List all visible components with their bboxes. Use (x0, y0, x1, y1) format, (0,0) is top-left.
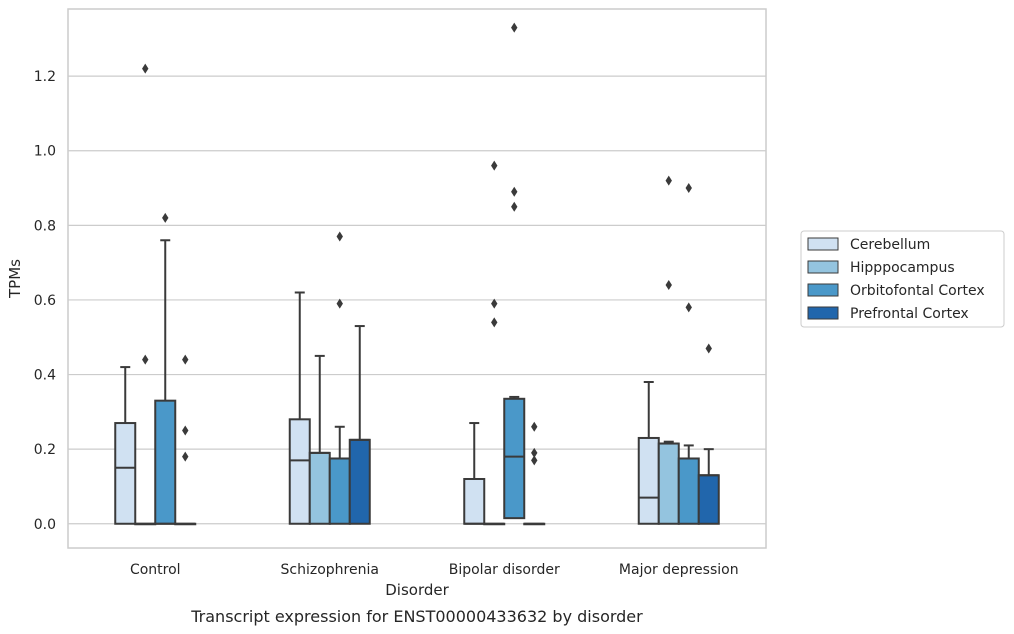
outlier-point (336, 231, 343, 242)
box-cerebellum (114, 366, 137, 525)
outlier-point (142, 63, 149, 74)
outlier-point (142, 354, 149, 365)
box-orbitofontal-cortex (677, 183, 700, 525)
outlier-point (705, 343, 712, 354)
box-orbitofontal-cortex (503, 22, 526, 520)
chart-caption: Transcript expression for ENST0000043363… (190, 607, 643, 626)
y-tick-label: 1.2 (34, 69, 56, 85)
box-cerebellum (463, 422, 486, 525)
legend-swatch (807, 283, 839, 297)
box-orbitofontal-cortex (328, 231, 351, 525)
x-tick-label: Major depression (619, 562, 739, 578)
box-body (308, 451, 331, 525)
x-axis-title: Disorder (385, 581, 449, 599)
y-tick-label: 0.0 (34, 517, 56, 533)
box-body (463, 477, 486, 525)
plot-area (114, 22, 720, 526)
legend-swatch (807, 237, 839, 251)
outlier-point (685, 302, 692, 313)
box-body (503, 397, 526, 520)
box-orbitofontal-cortex (154, 212, 177, 525)
box-body (657, 442, 680, 525)
x-tick-label: Schizophrenia (281, 562, 379, 578)
outlier-point (665, 280, 672, 291)
outlier-point (182, 451, 189, 462)
box-body (637, 436, 660, 525)
box-body (697, 474, 720, 525)
box-body (288, 418, 311, 525)
box-body (348, 438, 371, 525)
outlier-point (685, 183, 692, 194)
box-hipppocampus (308, 354, 331, 525)
box-prefrontal-cortex (174, 354, 197, 526)
outlier-point (511, 186, 518, 197)
outlier-point (491, 317, 498, 328)
y-tick-label: 0.2 (34, 442, 56, 458)
box-prefrontal-cortex (523, 421, 546, 526)
legend-label: Hipppocampus (850, 260, 955, 276)
y-axis-ticks: 0.0 0.2 0.4 0.6 0.8 1.0 1.2 (34, 69, 56, 533)
y-axis-title: TPMs (6, 259, 24, 299)
legend-label: Orbitofontal Cortex (850, 283, 985, 299)
y-tick-label: 1.0 (34, 144, 56, 160)
box-prefrontal-cortex (348, 325, 371, 525)
box-body (154, 399, 177, 525)
outlier-point (182, 425, 189, 436)
y-tick-label: 0.6 (34, 293, 56, 309)
outlier-point (511, 201, 518, 212)
x-axis-ticks: Control Schizophrenia Bipolar disorder Majo… (130, 562, 739, 578)
y-tick-label: 0.8 (34, 218, 56, 234)
outlier-point (162, 212, 169, 223)
outlier-point (182, 354, 189, 365)
outlier-point (491, 298, 498, 309)
legend-label: Cerebellum (850, 237, 930, 253)
plot-frame (67, 8, 767, 549)
x-tick-label: Bipolar disorder (449, 562, 560, 578)
legend-swatch (807, 260, 839, 274)
outlier-point (531, 455, 538, 466)
outlier-point (511, 22, 518, 33)
box-body (114, 422, 137, 525)
box-prefrontal-cortex (697, 343, 720, 525)
y-tick-label: 0.4 (34, 368, 56, 384)
legend: Cerebellum Hipppocampus Orbitofontal Corte… (800, 230, 1005, 328)
box-body (677, 457, 700, 525)
outlier-point (665, 175, 672, 186)
box-hipppocampus (657, 175, 680, 525)
x-tick-label: Control (130, 562, 181, 578)
outlier-point (531, 447, 538, 458)
legend-label: Prefrontal Cortex (850, 306, 969, 322)
outlier-point (336, 298, 343, 309)
legend-box (800, 230, 1005, 328)
box-body (328, 457, 351, 525)
outlier-point (531, 421, 538, 432)
legend-swatch (807, 306, 839, 320)
outlier-point (491, 160, 498, 171)
box-hipppocampus (483, 160, 506, 526)
